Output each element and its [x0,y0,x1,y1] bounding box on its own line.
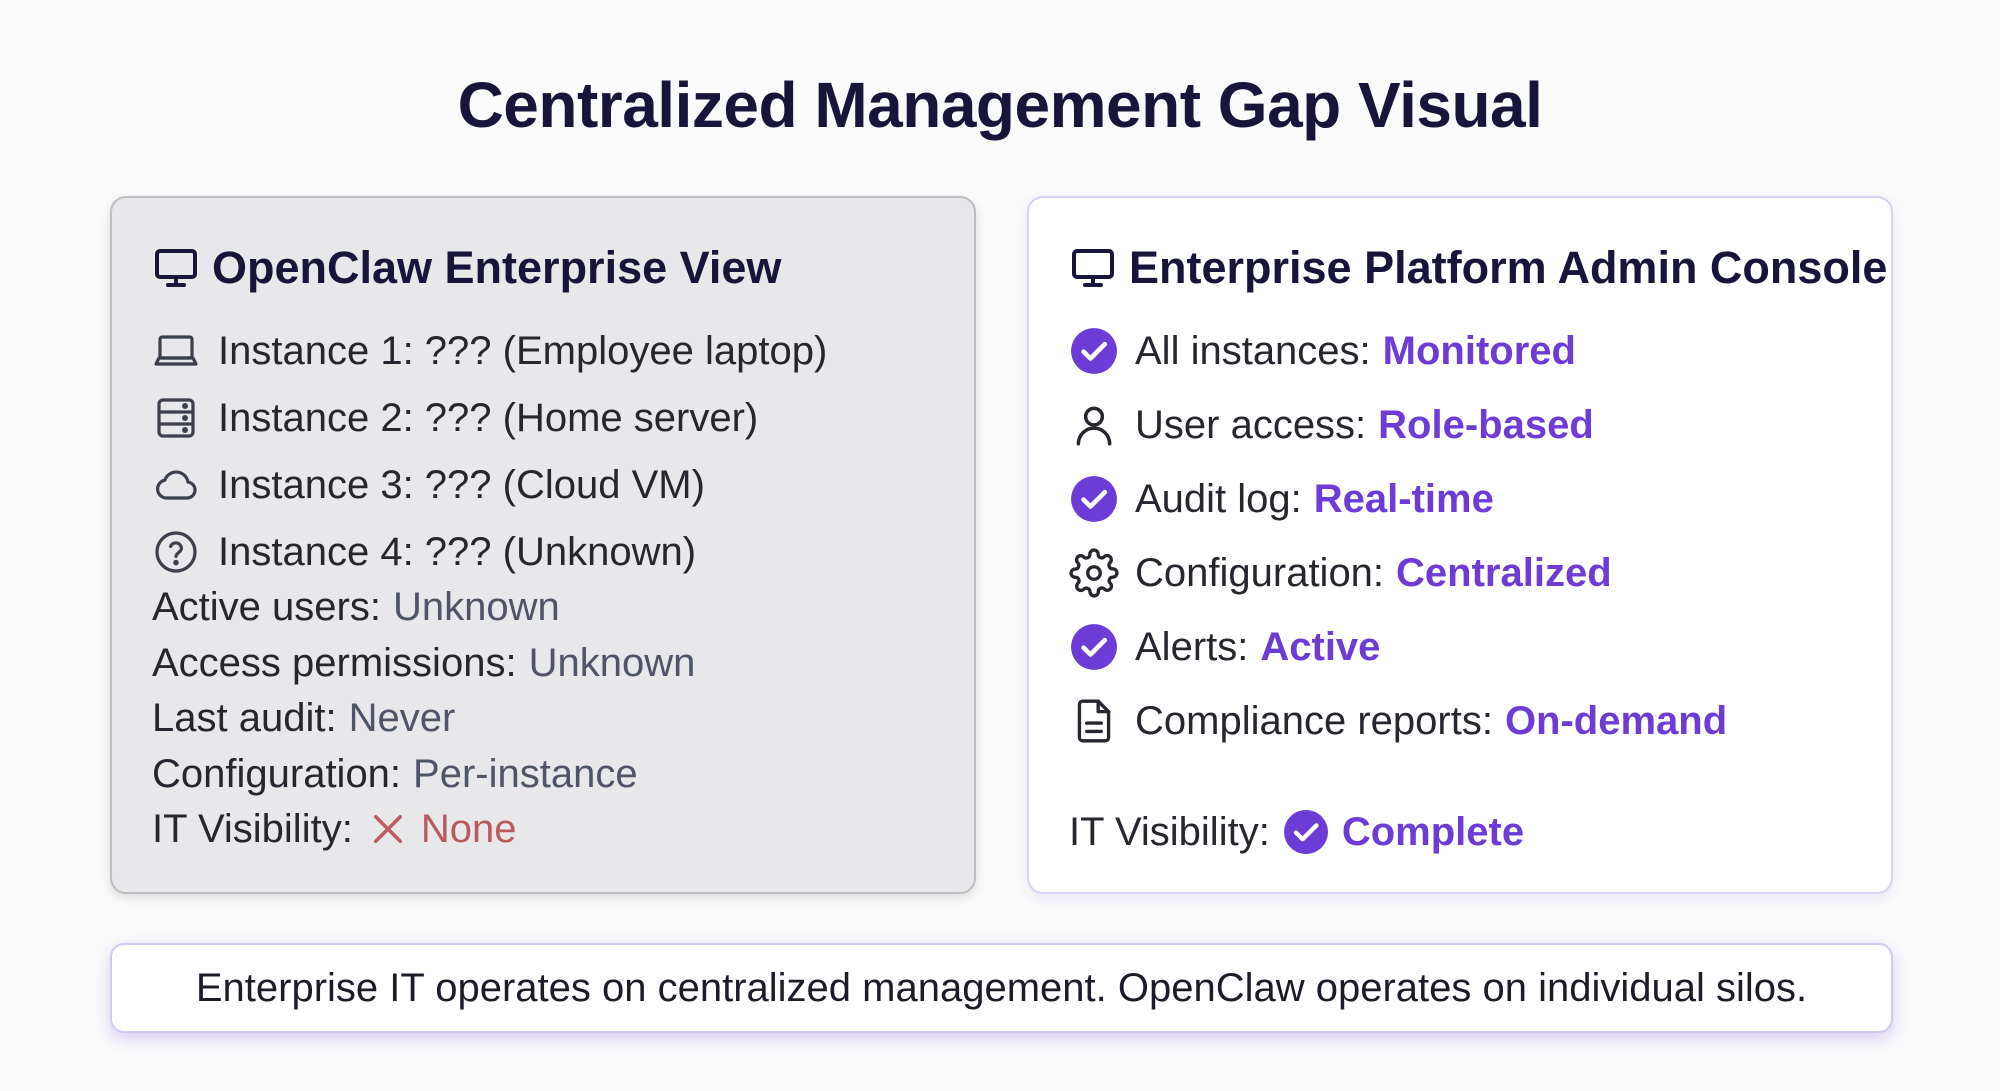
console-item-alerts: Alerts: Active [1069,619,1380,675]
left-panel-header: OpenClaw Enterprise View [152,238,781,298]
right-it-visibility: IT Visibility: Complete [1069,804,1524,860]
fact-value: Unknown [528,640,696,685]
instance-row-2: Instance 2: ??? (Home server) [152,390,758,446]
question-circle-icon [155,531,197,573]
fact-access-permissions: Access permissions: Unknown [152,635,695,691]
instance-row-1: Instance 1: ??? (Employee laptop) [152,323,827,379]
monitor-icon [1072,249,1114,287]
left-panel-title: OpenClaw Enterprise View [212,242,782,293]
fact-label: Active users: [152,584,381,629]
fact-label: Access permissions: [152,640,517,685]
fact-active-users: Active users: Unknown [152,579,560,635]
instance-row-4: Instance 4: ??? (Unknown) [152,524,696,580]
console-item-user-access: User access: Role-based [1069,397,1594,453]
fact-last-audit: Last audit: Never [152,690,455,746]
cloud-icon [156,470,197,500]
gear-icon [1069,548,1119,598]
left-it-visibility: IT Visibility: None [152,801,516,857]
fact-value: Unknown [392,584,560,629]
item-label: Compliance reports: [1135,698,1493,743]
page-title: Centralized Management Gap Visual [457,69,1543,141]
item-value: Centralized [1396,550,1612,595]
openclaw-enterprise-view-panel: OpenClaw Enterprise View Instance 1: ???… [110,196,976,894]
monitor-icon [155,249,197,287]
user-icon [1076,406,1112,446]
item-value: Active [1260,624,1381,669]
item-label: User access: [1135,402,1367,447]
enterprise-admin-console-panel: Enterprise Platform Admin Console All in… [1027,196,1893,894]
check-circle-icon [1071,328,1117,374]
instance-row-3: Instance 3: ??? (Cloud VM) [152,457,705,513]
right-panel-header: Enterprise Platform Admin Console [1069,238,1887,298]
item-label: Configuration: [1135,550,1385,595]
item-label: All instances: [1135,328,1371,373]
fact-value: Per-instance [413,751,638,796]
item-label: Audit log: [1135,476,1302,521]
check-circle-icon [1283,810,1328,854]
visibility-value: Complete [1341,809,1525,854]
instance-label: Instance 1: ??? (Employee laptop) [218,328,828,373]
check-circle-icon [1071,476,1117,522]
instance-label: Instance 3: ??? (Cloud VM) [218,462,705,507]
document-icon [1077,699,1111,743]
console-item-audit-log: Audit log: Real-time [1069,471,1494,527]
visibility-label: IT Visibility: [1069,809,1270,854]
visibility-label: IT Visibility: [152,806,353,851]
server-icon [157,398,195,438]
console-item-instances: All instances: Monitored [1069,323,1576,379]
item-value: Role-based [1378,402,1594,447]
footer-banner: Enterprise IT operates on centralized ma… [110,943,1893,1033]
item-value: Real-time [1313,476,1494,521]
fact-value: Never [348,695,456,740]
instance-label: Instance 2: ??? (Home server) [218,395,759,440]
fact-label: Last audit: [152,695,337,740]
x-mark-icon [373,815,402,843]
fact-configuration: Configuration: Per-instance [152,746,638,802]
item-value: On-demand [1504,698,1728,743]
visibility-value: None [420,806,517,851]
fact-label: Configuration: [152,751,402,796]
check-circle-icon [1071,624,1117,670]
item-label: Alerts: [1135,624,1249,669]
console-item-compliance: Compliance reports: On-demand [1069,693,1727,749]
laptop-icon [154,335,198,366]
console-item-configuration: Configuration: Centralized [1069,545,1612,601]
right-panel-title: Enterprise Platform Admin Console [1129,242,1888,293]
item-value: Monitored [1382,328,1576,373]
instance-label: Instance 4: ??? (Unknown) [218,529,697,574]
